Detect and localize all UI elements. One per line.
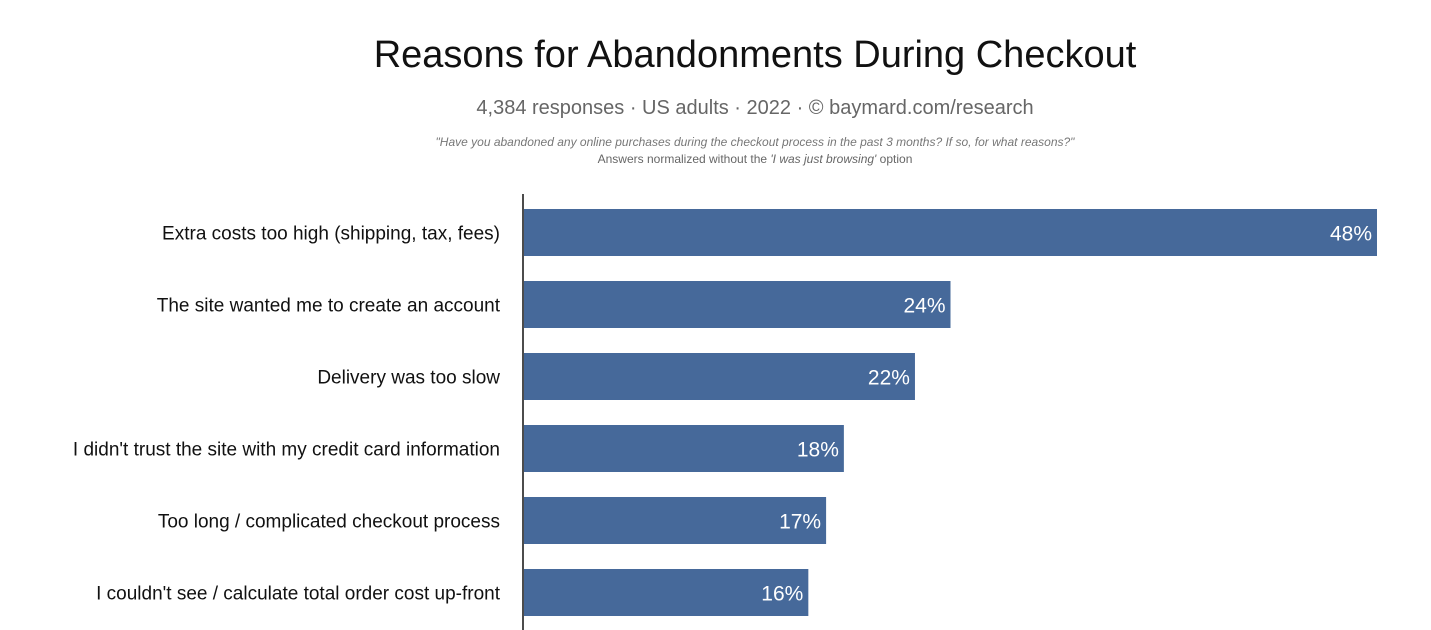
value-label: 22%: [868, 367, 910, 390]
value-label: 17%: [779, 511, 821, 534]
category-label: I couldn't see / calculate total order c…: [96, 584, 501, 605]
bar: [524, 569, 809, 616]
category-label: Too long / complicated checkout process: [158, 512, 500, 533]
value-label: 18%: [797, 439, 839, 462]
bar: [524, 353, 915, 400]
normalization-note: Answers normalized without the 'I was ju…: [0, 152, 1431, 166]
survey-question: "Have you abandoned any online purchases…: [435, 135, 1075, 149]
bar: [524, 209, 1377, 256]
category-label: Extra costs too high (shipping, tax, fee…: [162, 224, 500, 245]
value-label: 16%: [761, 583, 803, 606]
chart-subtitle: 4,384 responses · US adults · 2022 · © b…: [476, 97, 1034, 119]
note-option: 'I was just browsing': [770, 152, 877, 166]
note-prefix: Answers normalized without the: [597, 152, 771, 166]
chart-title: Reasons for Abandonments During Checkout: [373, 34, 1137, 76]
value-label: 48%: [1330, 223, 1372, 246]
category-label: I didn't trust the site with my credit c…: [73, 440, 500, 461]
note-suffix: option: [876, 152, 913, 166]
bar: [524, 425, 844, 472]
bar: [524, 281, 951, 328]
bar: [524, 497, 827, 544]
category-label: Delivery was too slow: [317, 368, 500, 389]
value-label: 24%: [903, 295, 945, 318]
category-label: The site wanted me to create an account: [157, 296, 501, 317]
bar-chart: Extra costs too high (shipping, tax, fee…: [73, 194, 1377, 630]
